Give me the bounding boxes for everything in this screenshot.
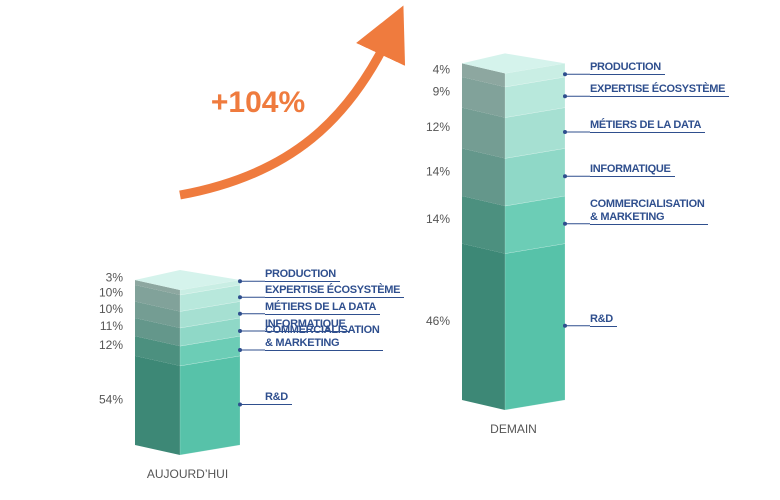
segment-right [179, 355, 241, 456]
segment-top [135, 270, 240, 290]
category-label: DEMAIN [490, 422, 537, 436]
series-label: MÉTIERS DE LA DATA [265, 301, 381, 315]
value-label: 12% [99, 338, 123, 352]
value-label: 14% [426, 164, 450, 178]
value-label: 11% [100, 319, 123, 333]
value-label: 46% [426, 314, 450, 328]
segment-left [135, 301, 180, 328]
series-label: INFORMATIQUE [265, 318, 350, 333]
series-label: MÉTIERS DE LA DATA [590, 119, 706, 133]
value-label: 10% [99, 302, 123, 316]
value-label: 3% [106, 270, 124, 284]
segment-left [135, 317, 180, 347]
series-label: R&D [590, 313, 617, 327]
segment-left [135, 284, 180, 312]
series-label: INFORMATIQUE [590, 163, 675, 178]
segment-left [462, 148, 505, 206]
series-label: R&D [265, 391, 292, 406]
segment-left [462, 63, 505, 87]
segment-left [462, 196, 505, 254]
growth-label: +104% [211, 86, 305, 119]
series-label: EXPERTISE ÉCOSYSTÈME [590, 83, 730, 98]
category-label: AUJOURD’HUI [147, 467, 228, 481]
growth-arrow [179, 5, 406, 200]
segment-left [135, 280, 180, 295]
segment-left [462, 243, 505, 410]
segment-left [462, 77, 505, 118]
value-label: 12% [426, 120, 450, 134]
segment-top [462, 53, 565, 74]
value-label: 54% [99, 393, 123, 407]
series-label: COMMERCIALISATION & MARKETING [590, 198, 709, 225]
series-label: PRODUCTION [590, 61, 665, 76]
segment-left [135, 355, 180, 455]
segment-left [135, 336, 180, 366]
value-label: 14% [426, 212, 450, 226]
value-label: 10% [99, 285, 123, 299]
value-label: 4% [433, 62, 451, 76]
segment-left [462, 107, 505, 159]
value-label: 9% [433, 84, 451, 98]
series-label: COMMERCIALISATION & MARKETING [265, 324, 384, 351]
series-label: PRODUCTION [265, 268, 340, 283]
series-label: EXPERTISE ÉCOSYSTÈME [265, 284, 405, 299]
segment-right [504, 243, 566, 411]
